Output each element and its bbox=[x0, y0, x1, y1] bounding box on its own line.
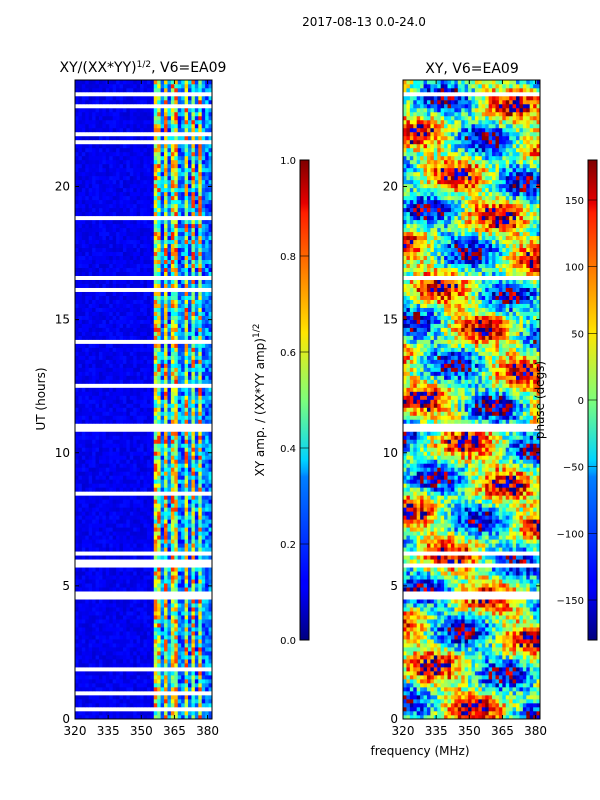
panel-amplitude-frame bbox=[74, 79, 213, 720]
colorbar-phase-tick-label: −150 bbox=[557, 596, 584, 607]
panel-phase-xtick-label: 335 bbox=[425, 724, 448, 738]
panel-phase-xtick-label: 320 bbox=[392, 724, 415, 738]
panel-amplitude-xtick-label: 320 bbox=[64, 724, 87, 738]
panel-phase-heatmap bbox=[403, 80, 541, 720]
panel-amplitude-title: XY/(XX*YY)1/2, V6=EA09 bbox=[60, 60, 227, 76]
panel-phase-title: XY, V6=EA09 bbox=[425, 61, 519, 77]
panel-amplitude-xtick-label: 365 bbox=[163, 724, 186, 738]
panel-phase-ytick-label: 15 bbox=[383, 313, 398, 327]
colorbar-phase-tick-label: 100 bbox=[565, 263, 584, 274]
colorbar-phase-tick-label: 150 bbox=[565, 196, 584, 207]
panel-amplitude-yticks: 0 5 10 15 20 bbox=[55, 180, 212, 726]
panel-phase-xtick-label: 350 bbox=[458, 724, 481, 738]
colorbar-phase: −150 −100 −50 0 50 100 150 phase (degs) bbox=[533, 159, 598, 641]
colorbar-amplitude: 0.0 0.2 0.4 0.6 0.8 1.0 XY amp. / (XX*YY amp)… bbox=[252, 156, 310, 647]
colorbar-phase-tick-label: 50 bbox=[571, 329, 584, 340]
colorbar-amplitude-gradient bbox=[299, 159, 310, 641]
figure-suptitle: 2017-08-13 0.0-24.0 bbox=[302, 15, 426, 29]
colorbar-phase-label: phase (degs) bbox=[533, 361, 547, 439]
panel-amplitude-heatmap bbox=[75, 80, 213, 720]
colorbar-amplitude-tick-label: 0.4 bbox=[280, 444, 296, 455]
panel-amplitude-ytick-label: 5 bbox=[62, 579, 70, 593]
panel-amplitude-xtick-label: 335 bbox=[97, 724, 120, 738]
colorbar-phase-tick-label: −100 bbox=[557, 529, 584, 540]
colorbar-amplitude-tick-label: 1.0 bbox=[280, 156, 296, 167]
panel-amplitude-ytick-label: 10 bbox=[55, 446, 70, 460]
panel-phase: XY, V6=EA09 320 335 350 365 380 0 5 10 15 20 fre… bbox=[370, 61, 547, 758]
colorbar-phase-tick-label: 0 bbox=[578, 396, 584, 407]
panel-phase-ytick-label: 0 bbox=[390, 712, 398, 726]
colorbar-amplitude-tick-label: 0.6 bbox=[280, 348, 296, 359]
panel-amplitude-xtick-label: 380 bbox=[196, 724, 219, 738]
colorbar-phase-ticks: −150 −100 −50 0 50 100 150 bbox=[557, 196, 597, 607]
panel-amplitude-xtick-label: 350 bbox=[130, 724, 153, 738]
colorbar-amplitude-label: XY amp. / (XX*YY amp)1/2 bbox=[252, 324, 267, 477]
colorbar-amplitude-tick-label: 0.8 bbox=[280, 252, 296, 263]
colorbar-amplitude-tick-label: 0.0 bbox=[280, 636, 296, 647]
panel-phase-ytick-label: 20 bbox=[383, 180, 398, 194]
panel-phase-xticks: 320 335 350 365 380 bbox=[392, 80, 547, 738]
panel-phase-xtick-label: 365 bbox=[491, 724, 514, 738]
panel-amplitude-xticks: 320 335 350 365 380 bbox=[64, 80, 219, 738]
colorbar-amplitude-ticks: 0.0 0.2 0.4 0.6 0.8 1.0 bbox=[280, 156, 309, 647]
panel-amplitude-ylabel: UT (hours) bbox=[34, 367, 48, 430]
panel-phase-ytick-label: 5 bbox=[390, 579, 398, 593]
panel-phase-frame bbox=[402, 79, 541, 720]
panel-phase-yticks: 0 5 10 15 20 bbox=[383, 180, 540, 726]
panel-phase-xlabel: frequency (MHz) bbox=[370, 744, 469, 758]
panel-amplitude-ytick-label: 0 bbox=[62, 712, 70, 726]
panel-phase-xtick-label: 380 bbox=[524, 724, 547, 738]
colorbar-phase-tick-label: −50 bbox=[563, 463, 584, 474]
panel-amplitude: XY/(XX*YY)1/2, V6=EA09 320 335 350 365 380 0… bbox=[34, 60, 226, 738]
panel-amplitude-ytick-label: 20 bbox=[55, 180, 70, 194]
panel-amplitude-ytick-label: 15 bbox=[55, 313, 70, 327]
panel-phase-ytick-label: 10 bbox=[383, 446, 398, 460]
colorbar-amplitude-tick-label: 0.2 bbox=[280, 540, 296, 551]
